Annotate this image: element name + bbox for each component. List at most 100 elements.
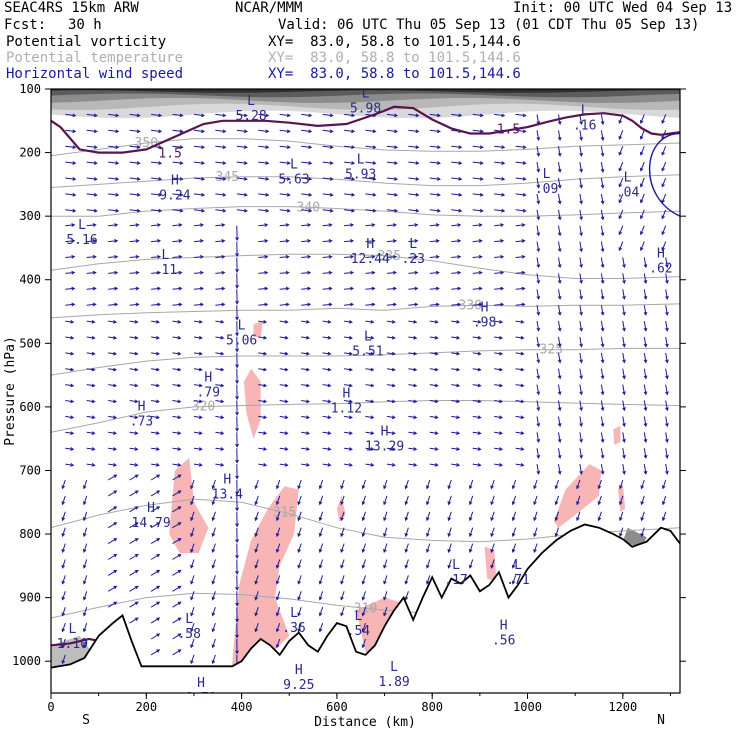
wind-vector [405,495,409,505]
wind-vector-head [254,580,259,585]
wind-vector-head [327,415,332,420]
wind-vector [362,479,366,489]
extremum-value: .23 [401,252,424,267]
wind-vector-head [413,319,418,324]
wind-vector-head [93,192,98,197]
wind-vector-head [536,264,541,269]
wind-vector-head [243,208,248,213]
wind-vector [276,622,281,632]
wind-vector [172,368,181,371]
wind-vector-head [264,254,269,259]
wind-vector-head [327,383,332,388]
wind-vector-head [413,367,418,372]
wind-vector-head [156,506,161,510]
wind-vector [108,129,119,132]
wind-vector-head [82,596,87,601]
extremum-value: .54 [347,624,371,639]
wind-vector [408,272,418,274]
wind-vector [279,447,288,450]
wind-vector-head [468,501,473,506]
wind-vector-head [263,447,268,451]
wind-vector-head [622,375,626,380]
wind-vector-head [600,136,605,142]
wind-vector [65,384,74,387]
wind-vector [344,303,354,306]
wind-vector-head [557,359,562,364]
wind-vector-head [134,335,139,340]
wind-vector [258,368,267,371]
wind-vector-head [254,501,259,506]
wind-vector-head [383,517,387,522]
wind-vector [515,177,526,180]
wind-vector-head [348,320,353,324]
wind-vector [558,193,561,204]
wind-vector [429,272,439,274]
wind-vector-head [434,320,439,324]
wind-vector [340,479,345,489]
wind-vector-head [306,335,311,340]
wind-vector-head [533,548,537,553]
wind-vector-head [155,431,160,435]
wind-vector [408,113,419,117]
wind-vector [643,352,647,363]
wind-vector [451,224,461,227]
wind-vector [172,506,181,513]
wind-vector [344,287,354,290]
wind-vector-head [618,199,623,204]
wind-vector [386,224,396,227]
wind-vector-head [600,438,605,444]
wind-vector-head [235,364,239,369]
wind-vector [193,415,202,419]
wind-vector-head [435,239,440,243]
wind-vector [301,415,310,419]
wind-vector [65,352,74,355]
wind-vector-head [350,286,355,291]
wind-vector-head [458,161,463,165]
wind-vector [386,384,395,387]
wind-vector [129,368,138,371]
wind-vector [129,113,140,117]
pv-contour-label: 1.5 [158,147,181,162]
wind-vector-head [263,415,268,420]
wind-vector [258,320,267,323]
wind-vector-head [501,161,506,165]
wind-vector-head [72,177,77,181]
wind-vector-head [434,367,439,372]
wind-vector [640,209,645,219]
wind-vector [190,511,195,521]
model-title: SEAC4RS 15km ARW [4,0,139,16]
wind-vector [62,591,66,600]
wind-vector-head [501,113,506,118]
wind-vector-head [297,485,301,490]
wind-vector-head [351,208,356,213]
wind-vector-head [457,270,462,275]
wind-vector [319,559,324,568]
wind-vector-head [479,192,484,197]
wind-vector-head [201,161,206,165]
wind-vector-head [285,286,290,291]
wind-vector-head [383,596,387,601]
wind-vector [451,240,461,243]
wind-vector [344,431,352,434]
wind-vector-head [436,129,441,134]
wind-vector [558,400,561,411]
wind-vector [172,145,183,148]
wind-vector-head [520,335,525,340]
wind-vector-head [579,423,583,428]
wind-vector-head [391,383,396,388]
wind-vector [533,511,538,521]
wind-vector [600,241,604,252]
wind-vector [536,209,540,220]
wind-vector-head [350,270,355,275]
wind-vector [322,224,332,227]
wind-vector [276,638,281,648]
wind-vector-head [522,177,527,181]
wind-vector [258,240,268,243]
wind-vector-head [329,113,334,118]
wind-vector [258,193,269,196]
wind-vector [405,543,409,553]
wind-vector [129,129,140,132]
wind-vector [472,209,483,212]
wind-vector-head [134,399,139,404]
wind-vector [65,415,74,419]
